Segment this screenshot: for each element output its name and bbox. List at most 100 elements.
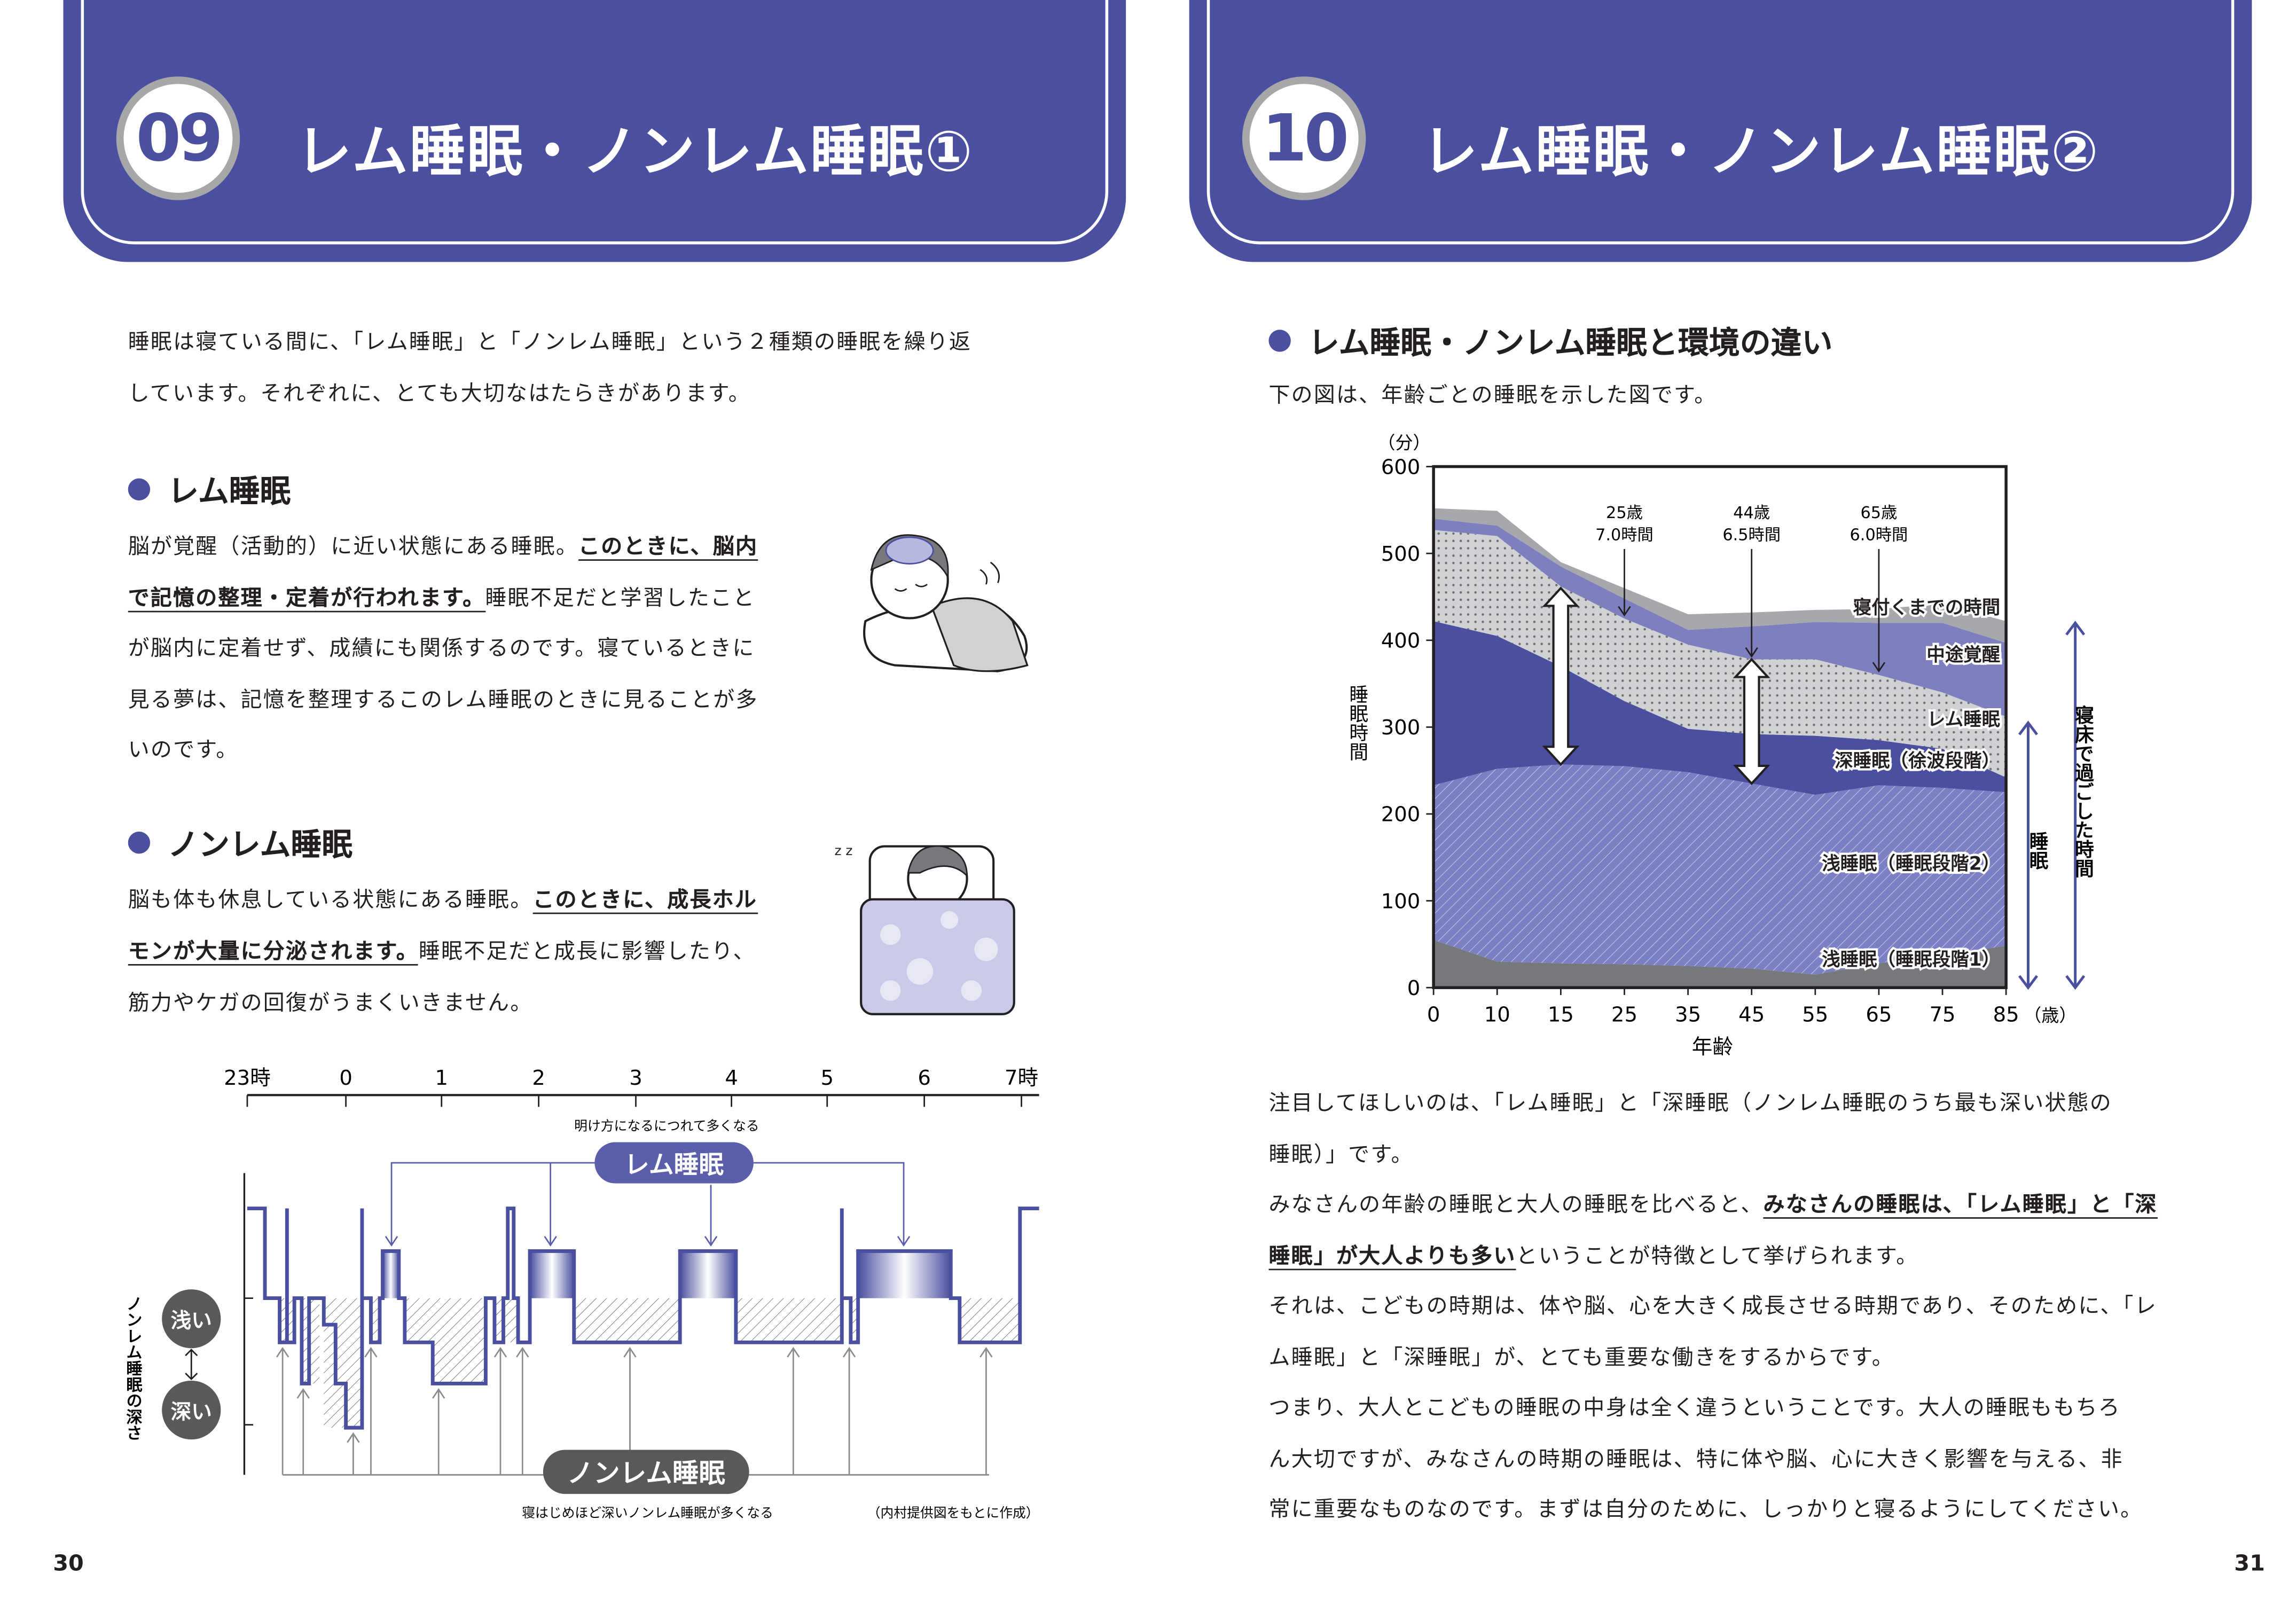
depth-axis-label: ノンレム睡眠の深さ [123, 1295, 143, 1441]
text-line: 常に重要なものなのです。まずは自分のために、しっかりと寝るようにしてください。 [1268, 1492, 2143, 1523]
annotation-arrow-icon [1745, 549, 1758, 658]
nonrem-label: ノンレム睡眠 [567, 1458, 726, 1489]
text-segment: 常に重要なものなのです。まずは自分のために、しっかりと寝るようにしてください。 [1268, 1498, 2143, 1522]
text-line: 脳も体も休息している状態にある睡眠。このときに、成長ホル [128, 883, 757, 914]
time-label: 6 [918, 1066, 931, 1090]
x-unit: （歳） [2024, 1005, 2076, 1026]
section-heading-environment: レム睡眠・ノンレム睡眠と環境の違い [1268, 319, 1832, 364]
text-line: それは、こどもの時期は、体や脳、心を大きく成長させる時期であり、そのために、「レ [1268, 1289, 2157, 1320]
in-bed-bracket-icon [2065, 621, 2086, 990]
y-tick-label: 400 [1381, 629, 1421, 653]
text-segment: 脳が覚醒（活動的）に近い状態にある睡眠。 [128, 536, 579, 560]
emphasis-text: モンが大量に分泌されます。 [128, 940, 419, 966]
text-line: 睡眠）」です。 [1268, 1137, 1413, 1168]
x-tick-label: 85 [1993, 1003, 2019, 1027]
series-label: 浅睡眠（睡眠段階2） [1822, 853, 2000, 875]
text-segment: 見る夢は、記憶を整理するこのレム睡眠のときに見ることが多 [128, 688, 758, 712]
x-tick-label: 55 [1802, 1003, 1828, 1027]
area-series-4 [1433, 519, 2007, 717]
double-arrow-icon [1733, 657, 1770, 786]
text-segment: つまり、大人とこどもの睡眠の中身は全く違うということです。大人の睡眠ももちろ [1268, 1397, 2121, 1421]
annotation-age: 25歳 [1606, 504, 1643, 522]
area-series-3 [1433, 530, 2007, 778]
text-line: いのです。 [128, 733, 239, 764]
text-line: みなさんの年齢の睡眠と大人の睡眠を比べると、みなさんの睡眠は､「レム睡眠」と「深 [1268, 1188, 2158, 1219]
emphasis-text: このときに、脳内 [578, 536, 758, 561]
time-label: 7時 [1005, 1066, 1038, 1090]
text-segment: ム睡眠」と「深睡眠」が、とても重要な働きをするからです。 [1268, 1346, 1894, 1370]
rem-label: レム睡眠 [624, 1150, 724, 1179]
text-segment: 脳も体も休息している状態にある睡眠。 [128, 889, 533, 913]
area-series-5 [1433, 508, 2007, 643]
text-segment: 睡眠不足だと学習したこと [485, 586, 756, 610]
y-tick-label: 500 [1381, 542, 1421, 566]
section-heading-rem: レム睡眠 [128, 468, 291, 512]
series-label: 寝付くまでの時間 [1853, 597, 2001, 618]
x-tick-label: 45 [1738, 1003, 1765, 1027]
emphasis-text: みなさんの睡眠は､「レム睡眠」と「深 [1763, 1193, 2158, 1219]
annotation-hours: 6.5時間 [1722, 526, 1781, 544]
x-tick-label: 0 [1427, 1003, 1440, 1027]
text-segment: みなさんの年齢の睡眠と大人の睡眠を比べると、 [1268, 1193, 1764, 1218]
emphasis-text: このときに、成長ホル [533, 889, 757, 914]
time-label: 5 [820, 1066, 834, 1090]
page-number: 31 [2234, 1549, 2265, 1577]
series-label: レム睡眠 [1927, 709, 2000, 731]
chapter-banner-09: 09 レム睡眠・ノンレム睡眠① [63, 0, 1126, 262]
x-tick-label: 25 [1611, 1003, 1637, 1027]
chapter-title: レム睡眠・ノンレム睡眠② [1422, 119, 2100, 184]
text-segment: が脳内に定着せず、成績にも関係するのです。寝ているときに [128, 637, 755, 661]
text-line: しています。それぞれに、とても大切なはたらきがあります。 [128, 377, 751, 408]
text-line: 注目してほしいのは、「レム睡眠」と「深睡眠（ノンレム睡眠のうち最も深い状態の [1268, 1086, 2112, 1117]
y-tick-label: 200 [1381, 803, 1421, 827]
nonrem-label-pill [543, 1450, 749, 1494]
series-label: 中途覚醒 [1926, 644, 2000, 665]
chapter-banner-10: 10 レム睡眠・ノンレム睡眠② [1189, 0, 2252, 262]
text-segment: ん大切ですが、みなさんの時期の睡眠は、特に体や脳、心に大きく影響を与える、非 [1268, 1447, 2123, 1471]
chapter-number: 10 [1242, 76, 1366, 200]
series-label: 深睡眠（徐波段階） [1835, 750, 2000, 772]
sleep-cycle-diagram: 23時 0 1 2 3 4 5 6 7時 明け方になるにつれて多くなる レム睡眠 ノンレム睡眠 … [123, 1066, 1039, 1521]
area-series-2 [1433, 621, 2007, 795]
text-line: 筋力やケガの回復がうまくいきません。 [128, 986, 533, 1017]
bullet-icon [1268, 330, 1291, 352]
text-line: 見る夢は、記憶を整理するこのレム睡眠のときに見ることが多 [128, 682, 758, 713]
sleeping-child-illustration: z z [835, 843, 1015, 1015]
x-tick-label: 15 [1548, 1003, 1574, 1027]
x-tick-label: 35 [1675, 1003, 1701, 1027]
emphasis-text: 睡眠」が大人よりも多い [1268, 1244, 1516, 1270]
y-tick-label: 600 [1381, 455, 1421, 479]
y-axis-label: 睡眠時間 [1346, 684, 1368, 761]
text-line: ム睡眠」と「深睡眠」が、とても重要な働きをするからです。 [1268, 1340, 1894, 1371]
x-tick-label: 65 [1866, 1003, 1892, 1027]
time-label: 3 [629, 1066, 642, 1090]
x-axis-label: 年齢 [1692, 1035, 1733, 1059]
y-tick-label: 300 [1381, 716, 1421, 740]
series-label: 浅睡眠（睡眠段階1） [1822, 949, 2000, 970]
annotation-arrow-icon [1872, 549, 1886, 673]
annotation-hours: 7.0時間 [1595, 526, 1654, 544]
area-series-0 [1433, 939, 2007, 988]
text-line: モンが大量に分泌されます。睡眠不足だと成長に影響したり、 [128, 935, 756, 966]
text-line: つまり、大人とこどもの睡眠の中身は全く違うということです。大人の睡眠ももちろ [1268, 1391, 2120, 1422]
area-series-1 [1433, 764, 2007, 975]
dreaming-child-illustration [863, 534, 1029, 672]
time-label: 4 [725, 1066, 738, 1090]
text-line: ん大切ですが、みなさんの時期の睡眠は、特に体や脳、心に大きく影響を与える、非 [1268, 1442, 2123, 1473]
sleep-bracket-label: 睡眠 [2026, 831, 2048, 870]
text-line: 睡眠」が大人よりも多いということが特徴として挙げられます。 [1268, 1239, 1918, 1270]
sleep-by-age-chart: 0 100 200 300 400 500 600 0 10 15 25 35 45 55 65 75 85 （歳… [1346, 433, 2094, 1060]
annotation-age: 65歳 [1861, 504, 1898, 522]
rem-label-pill [594, 1142, 754, 1184]
text-segment: 睡眠不足だと成長に影響したり、 [418, 940, 756, 965]
annotation-age: 44歳 [1733, 504, 1770, 522]
text-segment: 睡眠）」です。 [1268, 1142, 1414, 1166]
rem-note: 明け方になるにつれて多くなる [574, 1118, 759, 1133]
text-segment: それは、こどもの時期は、体や脳、心を大きく成長させる時期であり、そのために、「レ [1268, 1295, 2157, 1319]
annotation-hours: 6.0時間 [1850, 526, 1908, 544]
shallow-label: 浅い [171, 1309, 212, 1333]
text-line: 脳が覚醒（活動的）に近い状態にある睡眠。このときに、脳内 [128, 530, 758, 561]
emphasis-text: で記憶の整理・定着が行われます。 [128, 586, 485, 612]
depth-arrow-icon [185, 1349, 198, 1381]
page-number: 30 [53, 1549, 84, 1577]
